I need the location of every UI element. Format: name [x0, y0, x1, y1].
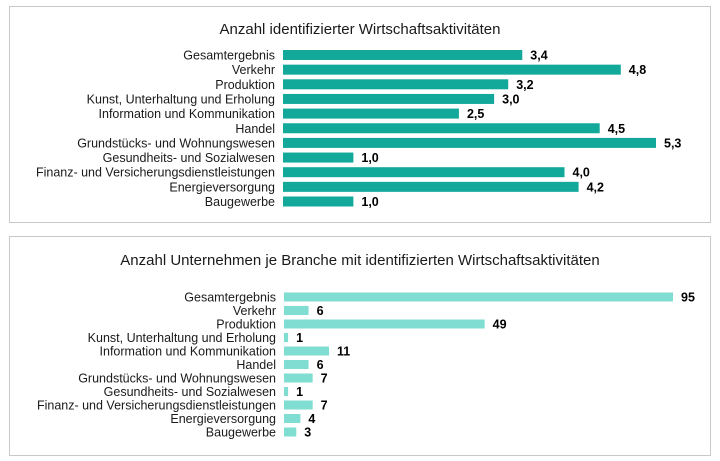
bar — [284, 292, 673, 302]
bar — [284, 414, 301, 423]
bar-chart-companies: Gesamtergebnis 95 Verkehr 6 Produktion 49 Kuns… — [37, 291, 695, 440]
category-label: Produktion — [215, 78, 275, 92]
data-label: 4 — [308, 412, 315, 426]
data-label: 49 — [493, 318, 507, 332]
category-label: Kunst, Unterhaltung und Erholung — [87, 92, 275, 106]
bar — [283, 79, 509, 90]
category-label: Grundstücks- und Wohnungswesen — [77, 136, 275, 150]
data-label: 1 — [296, 331, 303, 345]
bar — [283, 167, 565, 178]
chart-title-activities: Anzahl identifizierter Wirtschaftsaktivi… — [219, 21, 501, 38]
category-label: Verkehr — [233, 304, 276, 318]
data-label: 3,0 — [502, 92, 519, 106]
bar — [284, 427, 297, 437]
bar — [284, 387, 289, 396]
category-label: Verkehr — [232, 63, 275, 77]
chart-panel-companies: Anzahl Unternehmen je Branche mit identi… — [9, 236, 711, 456]
bar — [284, 333, 289, 342]
category-label: Information und Kommunikation — [100, 345, 277, 359]
data-label: 3,2 — [516, 78, 533, 92]
bar — [283, 196, 354, 207]
data-label: 2,5 — [467, 107, 484, 121]
data-label: 6 — [317, 304, 324, 318]
bar — [283, 152, 354, 163]
category-label: Baugewerbe — [205, 195, 275, 209]
category-label: Energieversorgung — [169, 180, 275, 194]
category-label: Gesundheits- und Sozialwesen — [103, 151, 275, 165]
bar — [284, 319, 485, 329]
chart-title-companies: Anzahl Unternehmen je Branche mit identi… — [120, 252, 600, 269]
category-label: Finanz- und Versicherungsdienstleistunge… — [36, 166, 275, 180]
data-label: 7 — [321, 372, 328, 386]
category-label: Baugewerbe — [206, 426, 276, 440]
data-label: 4,0 — [573, 166, 590, 180]
data-label: 3 — [304, 426, 311, 440]
category-label: Gesamtergebnis — [184, 291, 276, 305]
category-label: Gesundheits- und Sozialwesen — [104, 385, 276, 399]
category-label: Produktion — [216, 318, 276, 332]
data-label: 5,3 — [664, 136, 681, 150]
data-label: 11 — [337, 345, 350, 359]
category-label: Finanz- und Versicherungsdienstleistunge… — [37, 399, 276, 413]
data-label: 1,0 — [361, 151, 378, 165]
bar — [283, 181, 579, 192]
category-label: Handel — [235, 122, 275, 136]
bar — [283, 64, 621, 75]
bar — [283, 50, 523, 60]
bar — [284, 360, 309, 369]
data-label: 4,5 — [608, 122, 625, 136]
bar — [284, 373, 313, 383]
category-label: Kunst, Unterhaltung und Erholung — [88, 331, 276, 345]
data-label: 3,4 — [530, 49, 547, 63]
category-label: Handel — [236, 358, 276, 372]
data-label: 95 — [681, 291, 695, 305]
data-label: 4,8 — [629, 63, 646, 77]
data-label: 6 — [317, 358, 324, 372]
bar — [284, 400, 313, 410]
category-label: Grundstücks- und Wohnungswesen — [78, 372, 276, 386]
data-label: 7 — [321, 399, 328, 413]
category-label: Gesamtergebnis — [183, 49, 275, 63]
bar — [283, 137, 656, 148]
chart-panel-activities: Anzahl identifizierter Wirtschaftsaktivi… — [9, 6, 711, 223]
bar — [284, 346, 330, 356]
category-label: Energieversorgung — [170, 412, 276, 426]
bar — [283, 123, 600, 134]
data-label: 1 — [296, 385, 303, 399]
data-label: 4,2 — [587, 180, 604, 194]
data-label: 1,0 — [361, 195, 378, 209]
category-label: Information und Kommunikation — [99, 107, 276, 121]
bar — [283, 93, 495, 104]
bar-chart-activities: Gesamtergebnis 3,4 Verkehr 4,8 Produktion 3,2… — [36, 49, 681, 210]
bar — [284, 306, 309, 315]
bar — [283, 108, 459, 119]
